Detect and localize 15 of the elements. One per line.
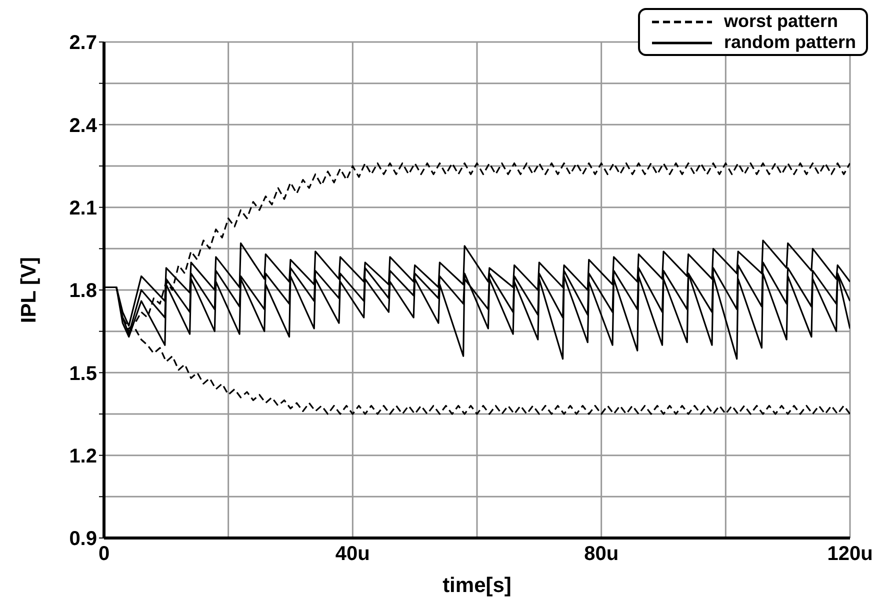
y-tick-label: 1.2 [69, 445, 97, 468]
x-tick-label: 120u [827, 543, 873, 566]
legend-label: random pattern [724, 32, 856, 53]
x-axis-title: time[s] [442, 574, 512, 597]
y-axis-title: IPL [V] [17, 256, 40, 324]
y-tick-label: 2.4 [69, 114, 98, 137]
x-tick-label: 0 [98, 543, 110, 566]
y-tick-label: 2.7 [69, 32, 97, 54]
y-tick-label: 2.1 [69, 197, 97, 220]
y-tick-label: 1.8 [69, 280, 97, 302]
x-tick-label: 80u [584, 543, 619, 566]
x-tick-label: 40u [335, 543, 370, 566]
y-tick-label: 1.5 [69, 362, 97, 385]
y-tick-label: 0.9 [69, 528, 97, 550]
legend-label: worst pattern [724, 11, 838, 32]
